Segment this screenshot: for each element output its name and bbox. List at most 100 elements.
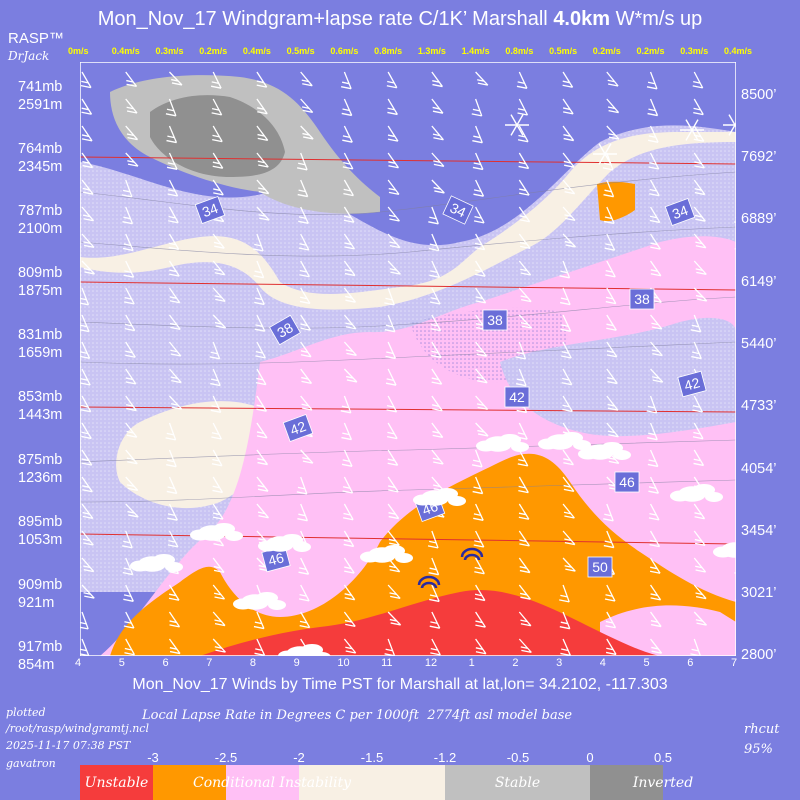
- wind-barb: [649, 206, 661, 224]
- cloud-icon: [258, 533, 311, 552]
- wind-barb: [650, 611, 662, 628]
- wind-barb: [562, 449, 574, 466]
- wind-barb: [343, 233, 356, 250]
- contour-label: 42: [282, 413, 314, 443]
- wind-barb: [343, 638, 357, 654]
- svg-text:50: 50: [592, 559, 608, 575]
- wind-barb: [603, 179, 615, 198]
- wind-barb: [516, 71, 528, 89]
- wind-barb: [80, 368, 91, 386]
- wind-barb: [343, 287, 356, 303]
- wind-barb: [341, 449, 353, 467]
- wind-barb: [692, 395, 704, 413]
- wind-barb: [431, 422, 444, 439]
- wind-barb: [212, 314, 227, 329]
- script-path: /root/rasp/windgramtj.ncl: [6, 722, 149, 735]
- legend-color: [590, 765, 663, 800]
- svg-text:34: 34: [200, 200, 220, 220]
- wind-barb: [168, 584, 180, 601]
- wind-barb: [475, 611, 486, 628]
- wind-barb: [562, 125, 575, 142]
- wind-barb: [648, 125, 659, 143]
- wind-barb: [212, 638, 226, 653]
- wind-barb: [387, 98, 398, 116]
- cloud-icons: [130, 431, 736, 656]
- wind-barb: [168, 395, 183, 410]
- wind-barb: [692, 422, 704, 440]
- wind-barb: [123, 611, 135, 629]
- svg-text:34: 34: [448, 199, 469, 220]
- wind-barb: [167, 179, 179, 197]
- wind-barb: [475, 260, 486, 277]
- snowflake-icons: [505, 114, 736, 165]
- wind-barb: [562, 530, 576, 546]
- right-axis-label: 6149’: [741, 274, 777, 290]
- wind-barb: [341, 71, 352, 90]
- wind-barb: [431, 449, 444, 465]
- wind-barb: [693, 179, 706, 196]
- wind-barb: [343, 341, 357, 357]
- wind-barb: [299, 287, 311, 305]
- wind-barb: [517, 125, 529, 143]
- wind-barb: [168, 260, 180, 277]
- wind-barb: [431, 179, 445, 194]
- wind-barb: [256, 98, 268, 115]
- wind-barb: [646, 395, 658, 414]
- legend-swatch-conditional: Conditional Instability: [193, 774, 352, 791]
- wind-barb: [212, 611, 226, 627]
- wind-barb: [297, 503, 309, 522]
- wind-barb: [342, 476, 354, 494]
- wind-barb: [256, 152, 269, 168]
- x-tick: 2: [512, 657, 519, 669]
- contour-label: 34: [194, 195, 226, 225]
- wind-barb: [562, 395, 573, 413]
- wind-barb: [606, 368, 618, 385]
- left-axis-label: 831mb 1659m: [18, 327, 63, 361]
- wind-barb: [693, 206, 706, 222]
- wind-barb: [166, 476, 178, 495]
- altitude-lines: [80, 156, 736, 545]
- wind-barb: [562, 71, 574, 88]
- wind-barb: [256, 71, 268, 88]
- wind-barb: [300, 368, 313, 385]
- wind-barb: [606, 125, 620, 140]
- wind-barb: [387, 422, 398, 440]
- wind-barb: [606, 98, 620, 114]
- wind-barb: [605, 260, 616, 278]
- wind-barb: [431, 125, 444, 141]
- rhcut-value: 95%: [744, 742, 773, 757]
- wind-barb: [81, 98, 93, 115]
- x-tick: 12: [424, 657, 438, 669]
- wind-barb: [166, 152, 178, 170]
- wind-barb: [125, 152, 139, 167]
- wind-barb: [256, 422, 268, 439]
- updraft-label: 1.4m/s: [461, 46, 490, 56]
- chart-title: Mon_Nov_17 Windgram+lapse rate C/1K’ Mar…: [97, 8, 703, 30]
- x-tick: 6: [687, 657, 694, 669]
- wind-barb: [253, 611, 265, 630]
- wind-barb: [343, 260, 356, 277]
- x-tick: 7: [206, 657, 213, 669]
- svg-text:38: 38: [274, 319, 296, 341]
- rasp-logo: RASP™: [8, 30, 64, 47]
- wind-barb: [518, 557, 531, 574]
- legend-tick: -1.5: [360, 750, 384, 765]
- wind-barb: [81, 476, 93, 493]
- wind-barb: [212, 179, 224, 196]
- wind-barb: [431, 98, 444, 114]
- wind-barb: [167, 503, 178, 521]
- wind-barb: [343, 368, 358, 383]
- host-name: gavatron: [6, 757, 56, 770]
- wind-barb: [472, 125, 483, 144]
- x-tick: 8: [249, 657, 257, 669]
- wind-barb: [646, 71, 658, 90]
- wind-barb: [253, 260, 265, 279]
- wind-barb: [168, 206, 179, 224]
- wind-barb: [256, 395, 268, 412]
- orange-region: [110, 453, 736, 656]
- wind-barb: [387, 449, 399, 466]
- wind-barb: [212, 557, 225, 574]
- wind-barb: [473, 179, 485, 197]
